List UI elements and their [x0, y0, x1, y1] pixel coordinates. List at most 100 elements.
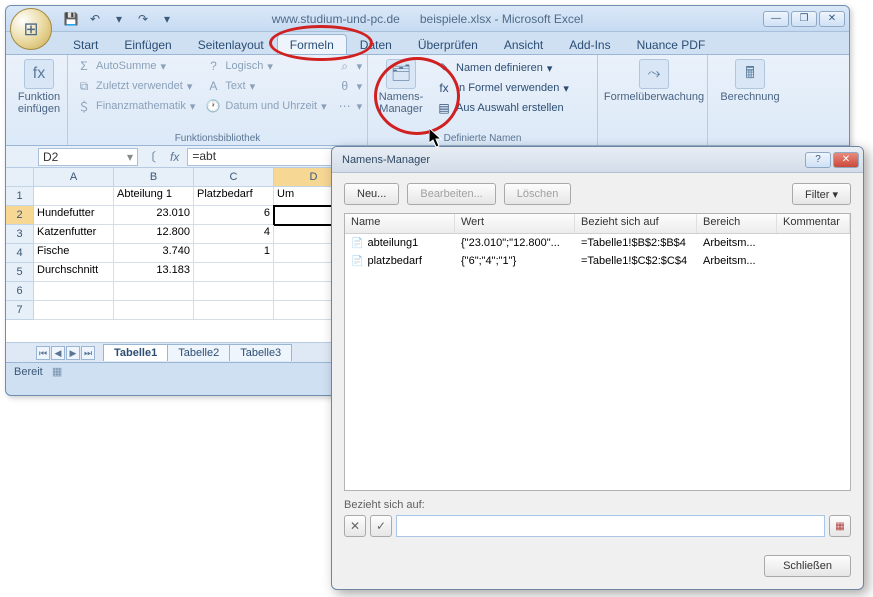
tab-formeln[interactable]: Formeln [277, 34, 347, 54]
cell[interactable]: 13.183 [114, 263, 194, 282]
cell[interactable] [34, 282, 114, 301]
finanzmathematik-button[interactable]: ＄ Finanzmathematik ▾ [74, 97, 197, 115]
tab-seitenlayout[interactable]: Seitenlayout [185, 34, 277, 54]
undo-icon[interactable]: ↶ [86, 10, 104, 28]
formelueberwachung-button[interactable]: ⤳ Formelüberwachung [604, 57, 704, 105]
sheet-nav-prev-icon[interactable]: ◀ [51, 346, 65, 360]
col-hdr-bereich[interactable]: Bereich [697, 214, 777, 233]
save-icon[interactable]: 💾 [62, 10, 80, 28]
cell[interactable] [34, 301, 114, 320]
row-header[interactable]: 3 [6, 225, 33, 244]
ref-accept-button[interactable]: ✓ [370, 515, 392, 537]
cell[interactable]: Hundefutter [34, 206, 114, 225]
zuletzt-verwendet-button[interactable]: ⧉ Zuletzt verwendet ▾ [74, 77, 197, 95]
row-header[interactable]: 4 [6, 244, 33, 263]
use-formula-icon: fx [436, 80, 452, 96]
row-header[interactable]: 2 [6, 206, 33, 225]
tab-einfuegen[interactable]: Einfügen [111, 34, 184, 54]
cell[interactable]: Fische [34, 244, 114, 263]
close-button[interactable]: ✕ [819, 11, 845, 27]
group-funktionsbibliothek: Σ AutoSumme ▾ ⧉ Zuletzt verwendet ▾ ＄ Fi… [68, 55, 368, 145]
cell[interactable]: 12.800 [114, 225, 194, 244]
dialog-close-button[interactable]: ✕ [833, 152, 859, 168]
bearbeiten-button[interactable]: Bearbeiten... [407, 183, 495, 205]
row-header[interactable]: 5 [6, 263, 33, 282]
select-all-corner[interactable] [6, 168, 34, 187]
name-row[interactable]: platzbedarf {"6";"4";"1"} =Tabelle1!$C$2… [345, 252, 850, 270]
col-header[interactable]: C [194, 168, 274, 186]
cell[interactable] [194, 282, 274, 301]
math-button[interactable]: θ▾ [335, 77, 365, 95]
name-cell: abteilung1 [345, 236, 455, 250]
ref-cancel-button[interactable]: ✕ [344, 515, 366, 537]
cell[interactable] [194, 301, 274, 320]
office-button[interactable]: ⊞ [10, 8, 52, 50]
sheet-nav-first-icon[interactable]: ⏮ [36, 346, 50, 360]
berechnung-button[interactable]: 🖩 Berechnung [714, 57, 786, 105]
cell[interactable]: Durchschnitt [34, 263, 114, 282]
neu-button[interactable]: Neu... [344, 183, 399, 205]
autosumme-button[interactable]: Σ AutoSumme ▾ [74, 57, 197, 75]
tab-addins[interactable]: Add-Ins [556, 34, 623, 54]
sheet-nav-next-icon[interactable]: ▶ [66, 346, 80, 360]
col-hdr-kommentar[interactable]: Kommentar [777, 214, 850, 233]
row-header[interactable]: 7 [6, 301, 33, 320]
tab-daten[interactable]: Daten [347, 34, 405, 54]
aus-auswahl-erstellen-button[interactable]: ▤ Aus Auswahl erstellen [434, 99, 571, 117]
other-functions-button[interactable]: ⋯▾ [335, 97, 365, 115]
namens-manager-button[interactable]: 🗂 Namens- Manager [374, 57, 428, 117]
tab-nuance[interactable]: Nuance PDF [624, 34, 719, 54]
name-box[interactable]: D2 ▾ [38, 148, 138, 166]
sheet-tab-tabelle2[interactable]: Tabelle2 [167, 344, 230, 361]
cell[interactable] [34, 187, 114, 206]
funktion-einfuegen-button[interactable]: fx Funktion einfügen [12, 57, 66, 117]
row-header[interactable]: 6 [6, 282, 33, 301]
redo-icon[interactable]: ↷ [134, 10, 152, 28]
sheet-nav-last-icon[interactable]: ⏭ [81, 346, 95, 360]
cell[interactable]: Platzbedarf [194, 187, 274, 206]
cell[interactable] [114, 282, 194, 301]
cell[interactable]: Abteilung 1 [114, 187, 194, 206]
loeschen-button[interactable]: Löschen [504, 183, 572, 205]
reference-input[interactable] [396, 515, 825, 537]
sheet-tab-tabelle3[interactable]: Tabelle3 [229, 344, 292, 361]
cell[interactable]: 3.740 [114, 244, 194, 263]
group-definierte-namen: 🗂 Namens- Manager ✎ Namen definieren ▾ f… [368, 55, 598, 145]
cell[interactable]: 1 [194, 244, 274, 263]
range-picker-button[interactable]: ▦ [829, 515, 851, 537]
group-formelueberwachung: ⤳ Formelüberwachung [598, 55, 708, 145]
text-button[interactable]: A Text ▾ [203, 77, 328, 95]
namen-definieren-button[interactable]: ✎ Namen definieren ▾ [434, 59, 571, 77]
fx-label[interactable]: fx [170, 150, 179, 164]
tab-ueberpruefen[interactable]: Überprüfen [405, 34, 491, 54]
in-formel-verwenden-button[interactable]: fx In Formel verwenden ▾ [434, 79, 571, 97]
col-header[interactable]: B [114, 168, 194, 186]
namebox-dropdown-icon[interactable]: ▾ [127, 150, 133, 164]
tab-start[interactable]: Start [60, 34, 111, 54]
col-hdr-ref[interactable]: Bezieht sich auf [575, 214, 697, 233]
more-functions-button[interactable]: ⌕▾ [335, 57, 365, 75]
cell[interactable]: 6 [194, 206, 274, 225]
dialog-help-button[interactable]: ? [805, 152, 831, 168]
qat-more-icon[interactable]: ▾ [110, 10, 128, 28]
filter-button[interactable]: Filter ▾ [792, 183, 851, 205]
col-hdr-name[interactable]: Name [345, 214, 455, 233]
cell[interactable]: 4 [194, 225, 274, 244]
col-hdr-wert[interactable]: Wert [455, 214, 575, 233]
minimize-button[interactable]: — [763, 11, 789, 27]
schliessen-button[interactable]: Schließen [764, 555, 851, 577]
cell[interactable]: 23.010 [114, 206, 194, 225]
cell[interactable]: Katzenfutter [34, 225, 114, 244]
qat-custom-icon[interactable]: ▾ [158, 10, 176, 28]
quick-access-toolbar: 💾 ↶ ▾ ↷ ▾ [62, 10, 176, 28]
cell[interactable] [194, 263, 274, 282]
cell[interactable] [114, 301, 194, 320]
tab-ansicht[interactable]: Ansicht [491, 34, 556, 54]
row-header[interactable]: 1 [6, 187, 33, 206]
col-header[interactable]: A [34, 168, 114, 186]
datum-uhrzeit-button[interactable]: 🕐 Datum und Uhrzeit ▾ [203, 97, 328, 115]
maximize-button[interactable]: ❐ [791, 11, 817, 27]
name-row[interactable]: abteilung1 {"23.010";"12.800"... =Tabell… [345, 234, 850, 252]
logisch-button[interactable]: ? Logisch ▾ [203, 57, 328, 75]
sheet-tab-tabelle1[interactable]: Tabelle1 [103, 344, 168, 361]
